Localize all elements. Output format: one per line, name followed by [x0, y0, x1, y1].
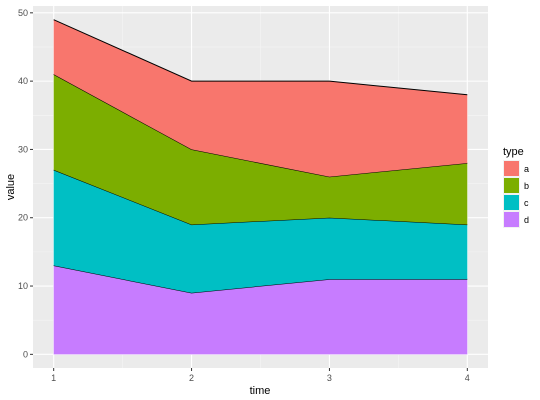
- area-a: [53, 19, 468, 177]
- y-tick-label: 30: [18, 144, 28, 154]
- area-b: [53, 74, 468, 225]
- area-c: [53, 169, 468, 293]
- area-outline-c: [53, 169, 468, 226]
- area-d: [53, 265, 468, 355]
- legend-swatch-a: [504, 161, 519, 176]
- x-tick-label: 3: [327, 373, 332, 383]
- legend-swatch-c: [504, 195, 519, 210]
- y-tick-label: 40: [18, 76, 28, 86]
- y-tick-label: 20: [18, 213, 28, 223]
- legend-label-c: c: [524, 198, 529, 208]
- x-tick-label: 1: [51, 373, 56, 383]
- legend-swatch-d: [504, 212, 519, 227]
- area-outline-a: [53, 19, 468, 96]
- x-tick-label: 2: [189, 373, 194, 383]
- legend-label-d: d: [524, 215, 529, 225]
- y-tick-label: 10: [18, 281, 28, 291]
- x-axis: 1 2 3 4: [51, 368, 470, 383]
- legend-label-b: b: [524, 181, 529, 191]
- x-axis-title: time: [250, 385, 271, 397]
- area-layers: [53, 19, 468, 355]
- y-tick-label: 0: [23, 349, 28, 359]
- legend-title: type: [503, 146, 524, 158]
- y-axis: 0 10 20 30 40 50: [18, 8, 33, 359]
- y-tick-label: 50: [18, 8, 28, 18]
- legend-label-a: a: [524, 164, 529, 174]
- x-tick-label: 4: [465, 373, 470, 383]
- y-axis-title: value: [5, 174, 17, 200]
- legend-swatch-b: [504, 178, 519, 193]
